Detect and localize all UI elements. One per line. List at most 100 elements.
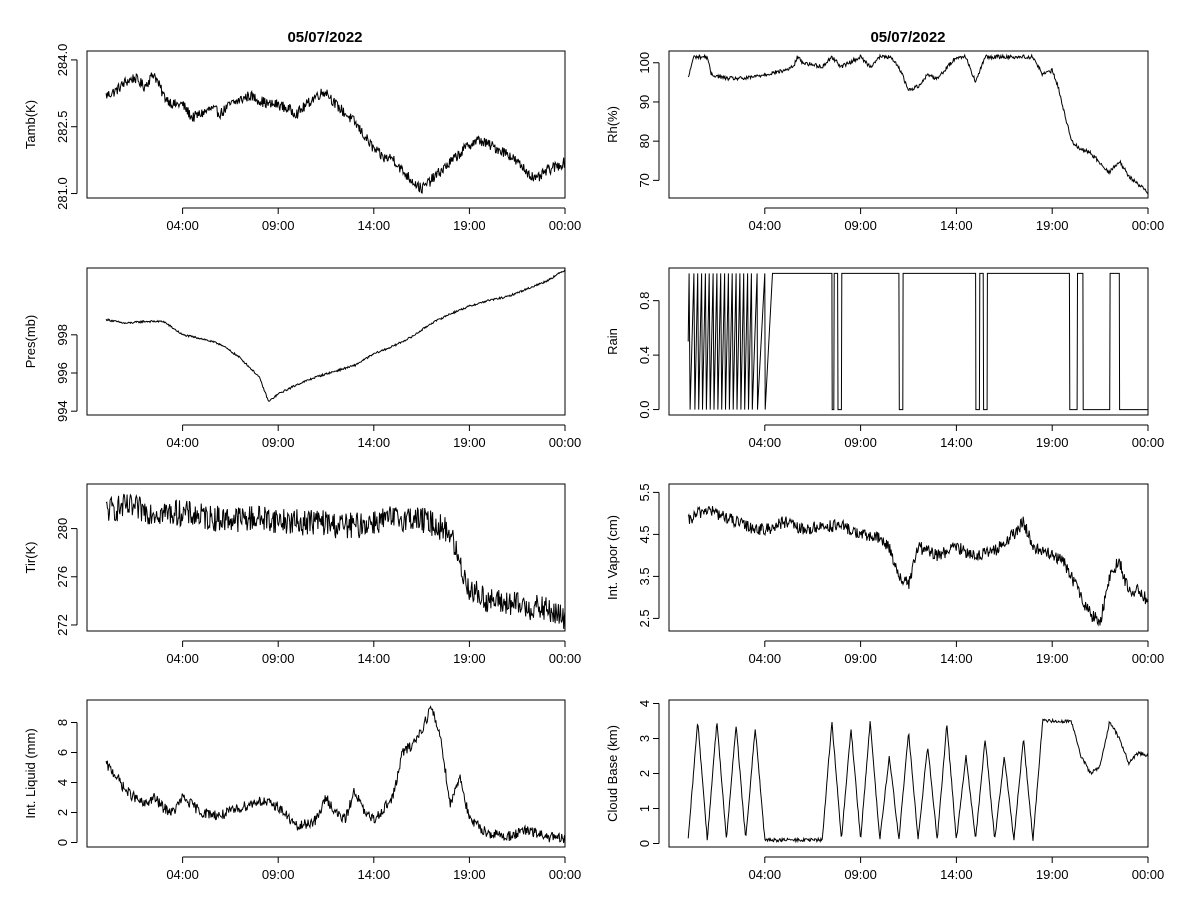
left-column-title: 05/07/2022	[287, 29, 362, 46]
int-liquid-y-tick-label: 0	[55, 839, 70, 846]
tamb-x-tick-label: 00:00	[549, 218, 582, 233]
rain-y-axis-label: Rain	[605, 328, 620, 355]
pres-y-tick-label: 994	[55, 400, 70, 422]
cloud-base-x-tick-label: 04:00	[749, 867, 782, 882]
rh-x-tick-label: 00:00	[1132, 218, 1165, 233]
cloud-base-y-tick-label: 0	[637, 840, 652, 847]
int-liquid-y-tick-label: 8	[55, 719, 70, 726]
rh-y-tick-label: 80	[637, 134, 652, 148]
tamb-x-tick-label: 09:00	[262, 218, 295, 233]
tir-x-tick-label: 00:00	[549, 651, 582, 666]
cloud-base-x-tick-label: 00:00	[1132, 867, 1165, 882]
tir-x-tick-label: 04:00	[166, 651, 199, 666]
rh-y-axis-label: Rh(%)	[605, 106, 620, 143]
tir-plot-frame	[86, 483, 566, 632]
cloud-base-y-tick-label: 1	[637, 805, 652, 812]
rh-panel: 70 80 90 100 Rh(%) 04:00 09:00 14:00 19:00 00:00	[605, 50, 1165, 233]
int-liquid-series-line	[105, 705, 566, 844]
pres-x-tick-label: 14:00	[358, 435, 391, 450]
rain-y-tick-label: 0.4	[637, 346, 652, 364]
rh-x-tick-label: 04:00	[749, 218, 782, 233]
int-liquid-y-axis-label: Int. Liquid (mm)	[23, 728, 38, 818]
pres-x-tick-label: 09:00	[262, 435, 295, 450]
cloud-base-x-tick-label: 19:00	[1036, 867, 1069, 882]
tamb-panel: 281.0 282.5 284.0 Tamb(K) 04:00 09:00 14:00 19:…	[23, 44, 581, 233]
tamb-plot-frame	[86, 50, 566, 199]
int-liquid-x-tick-label: 19:00	[453, 867, 486, 882]
pres-y-axis-label: Pres(mb)	[23, 315, 38, 368]
pres-x-tick-label: 00:00	[549, 435, 582, 450]
rh-series-line	[687, 53, 1149, 195]
int-liquid-y-tick-label: 2	[55, 809, 70, 816]
rh-x-tick-label: 19:00	[1036, 218, 1069, 233]
int-vapor-x-tick-label: 14:00	[940, 651, 973, 666]
tir-x-tick-label: 19:00	[453, 651, 486, 666]
tamb-y-tick-label: 282.5	[55, 110, 70, 143]
pres-panel: 994 996 998 Pres(mb) 04:00 09:00 14:00 19:00 00:…	[23, 267, 582, 450]
int-liquid-panel: 0 2 4 6 8 Int. Liquid (mm) 04:00 09:00 14:00 19:0…	[23, 699, 582, 882]
tir-panel: 272 276 280 Tir(K) 04:00 09:00 14:00 19:00 00:00	[23, 483, 582, 666]
tamb-x-tick-label: 04:00	[166, 218, 199, 233]
int-liquid-y-tick-label: 6	[55, 749, 70, 756]
int-liquid-x-tick-label: 04:00	[166, 867, 199, 882]
cloud-base-panel: 0 1 2 3 4 Cloud Base (km) 04:00 09:00 14:00 19:00…	[605, 699, 1165, 882]
tir-y-tick-label: 272	[55, 614, 70, 636]
int-vapor-x-tick-label: 09:00	[844, 651, 877, 666]
tir-y-tick-label: 276	[55, 566, 70, 588]
tir-x-tick-label: 14:00	[358, 651, 391, 666]
cloud-base-series-line	[687, 717, 1149, 844]
rh-plot-frame	[668, 50, 1149, 199]
int-vapor-panel: 2.5 3.5 4.5 5.5 Int. Vapor (cm) 04:00 09:00 14:…	[605, 483, 1164, 666]
rain-series-line	[687, 272, 1148, 411]
right-column-title: 05/07/2022	[870, 29, 945, 46]
rain-x-tick-label: 09:00	[844, 435, 877, 450]
tir-series-line	[105, 493, 566, 629]
int-liquid-plot-frame	[86, 699, 566, 848]
cloud-base-plot-frame	[668, 699, 1149, 848]
rain-y-tick-label: 0.8	[637, 292, 652, 310]
int-liquid-x-tick-label: 09:00	[262, 867, 295, 882]
rh-y-tick-label: 70	[637, 173, 652, 187]
rain-x-tick-label: 00:00	[1132, 435, 1165, 450]
rain-panel: 0.0 0.4 0.8 Rain 04:00 09:00 14:00 19:00 00:00	[605, 267, 1165, 450]
cloud-base-x-tick-label: 09:00	[844, 867, 877, 882]
pres-x-tick-label: 04:00	[166, 435, 199, 450]
rh-x-tick-label: 09:00	[844, 218, 877, 233]
rain-x-tick-label: 19:00	[1036, 435, 1069, 450]
rh-y-tick-label: 90	[637, 95, 652, 109]
int-vapor-x-tick-label: 19:00	[1036, 651, 1069, 666]
rh-x-tick-label: 14:00	[940, 218, 973, 233]
rain-x-tick-label: 14:00	[940, 435, 973, 450]
cloud-base-y-tick-label: 4	[637, 700, 652, 707]
tamb-y-axis-label: Tamb(K)	[23, 100, 38, 149]
int-vapor-plot-frame	[668, 483, 1149, 632]
rain-plot-frame	[668, 267, 1149, 416]
cloud-base-y-axis-label: Cloud Base (km)	[605, 725, 620, 822]
tir-x-tick-label: 09:00	[262, 651, 295, 666]
tamb-y-tick-label: 284.0	[55, 44, 70, 77]
tamb-x-tick-label: 14:00	[358, 218, 391, 233]
int-vapor-series-line	[687, 505, 1149, 627]
rain-x-tick-label: 04:00	[749, 435, 782, 450]
pres-y-tick-label: 996	[55, 362, 70, 384]
int-vapor-y-tick-label: 2.5	[637, 609, 652, 627]
int-vapor-y-axis-label: Int. Vapor (cm)	[605, 515, 620, 600]
int-liquid-x-tick-label: 14:00	[358, 867, 391, 882]
pres-x-tick-label: 19:00	[453, 435, 486, 450]
pres-plot-frame	[86, 267, 566, 416]
cloud-base-x-tick-label: 14:00	[940, 867, 973, 882]
tir-y-axis-label: Tir(K)	[23, 541, 38, 573]
tamb-series-line	[105, 72, 566, 194]
int-liquid-x-tick-label: 00:00	[549, 867, 582, 882]
int-vapor-y-tick-label: 3.5	[637, 567, 652, 585]
cloud-base-y-tick-label: 2	[637, 770, 652, 777]
rain-y-tick-label: 0.0	[637, 401, 652, 419]
int-vapor-x-tick-label: 04:00	[749, 651, 782, 666]
tir-y-tick-label: 280	[55, 518, 70, 540]
cloud-base-y-tick-label: 3	[637, 735, 652, 742]
int-vapor-y-tick-label: 4.5	[637, 525, 652, 543]
tamb-y-tick-label: 281.0	[55, 177, 70, 210]
int-vapor-y-tick-label: 5.5	[637, 483, 652, 501]
pres-series-line	[105, 269, 566, 402]
int-vapor-x-tick-label: 00:00	[1132, 651, 1165, 666]
